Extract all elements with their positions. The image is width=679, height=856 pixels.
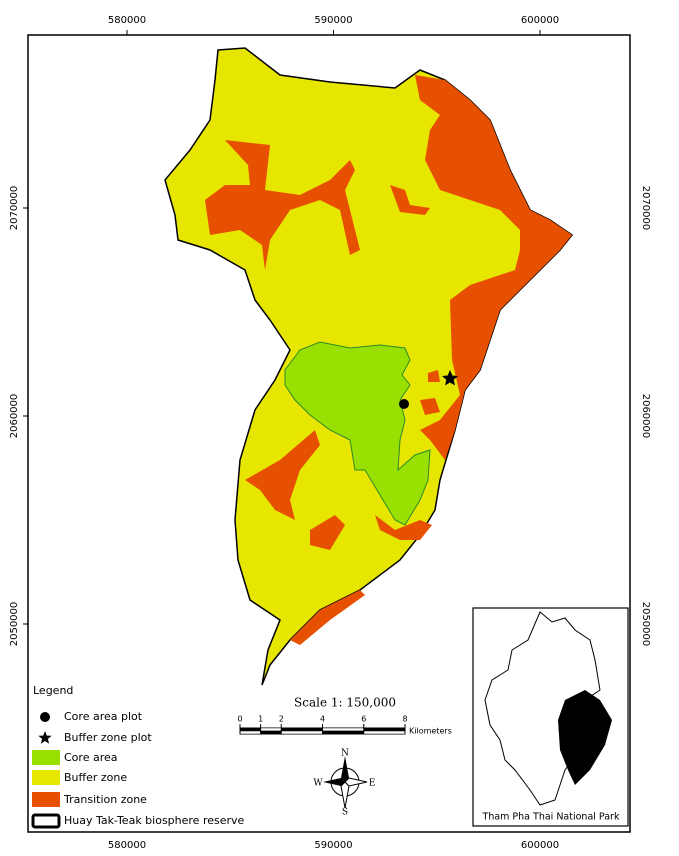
scale-tick-label: 1 (258, 715, 263, 724)
y-coord-label: 2060000 (640, 394, 651, 439)
x-coord-label: 580000 (108, 15, 146, 26)
legend-symbol (32, 750, 60, 765)
core-area (284, 341, 431, 526)
north-label: N (341, 749, 349, 759)
scale-segment (281, 730, 323, 735)
legend-label: Buffer zone (64, 771, 127, 784)
x-coord-label: 600000 (521, 840, 559, 851)
y-coord-label: 2070000 (640, 186, 651, 231)
scale-tick-label: 0 (237, 715, 242, 724)
scale-segment (281, 727, 323, 732)
north-arrow: N S E W (313, 749, 375, 818)
buffer-plot-marker (442, 370, 458, 386)
x-coord-label: 590000 (314, 15, 352, 26)
west-label: W (313, 779, 323, 789)
legend-label: Transition zone (63, 793, 147, 806)
legend-label: Core area (64, 751, 118, 764)
legend-symbol (31, 813, 61, 829)
core-plot-marker (399, 399, 409, 409)
scale-segment (322, 730, 364, 735)
legend-symbol (32, 770, 60, 785)
scale-tick-label: 2 (279, 715, 284, 724)
legend-label: Buffer zone plot (64, 731, 152, 744)
legend: Core area plot Buffer zone plot Core area B… (31, 710, 245, 829)
scale-title: Scale 1: 150,000 (294, 696, 396, 710)
x-coord-label: 580000 (108, 840, 146, 851)
y-coord-label: 2050000 (640, 602, 651, 647)
legend-symbol (32, 792, 60, 807)
south-label: S (342, 808, 348, 818)
scale-tick-label: 6 (361, 715, 366, 724)
legend-symbol (38, 731, 52, 744)
scale-tick-label: 8 (402, 715, 407, 724)
x-coord-label: 600000 (521, 15, 559, 26)
y-coord-label: 2060000 (9, 394, 20, 439)
scale-segment (260, 727, 282, 732)
legend-title: Legend (33, 684, 73, 697)
y-coord-label: 2050000 (9, 602, 20, 647)
y-coord-label: 2070000 (9, 186, 20, 231)
inset-caption: Tham Pha Thai National Park (482, 812, 620, 823)
legend-label: Huay Tak-Teak biosphere reserve (64, 814, 245, 827)
scale-segment (363, 730, 406, 735)
scale-unit: Kilometers (409, 727, 452, 736)
scale-tick-label: 4 (320, 715, 325, 724)
x-coord-label: 590000 (314, 840, 352, 851)
scale-segment (260, 730, 282, 735)
inset-reserve (558, 690, 612, 785)
scale-segment (239, 730, 261, 735)
scale-segment (239, 727, 261, 732)
legend-label: Core area plot (64, 710, 143, 723)
east-label: E (369, 779, 376, 789)
legend-symbol (40, 712, 50, 722)
transition-zone (205, 75, 572, 645)
scale-segment (363, 727, 406, 732)
scale-segment (322, 727, 364, 732)
